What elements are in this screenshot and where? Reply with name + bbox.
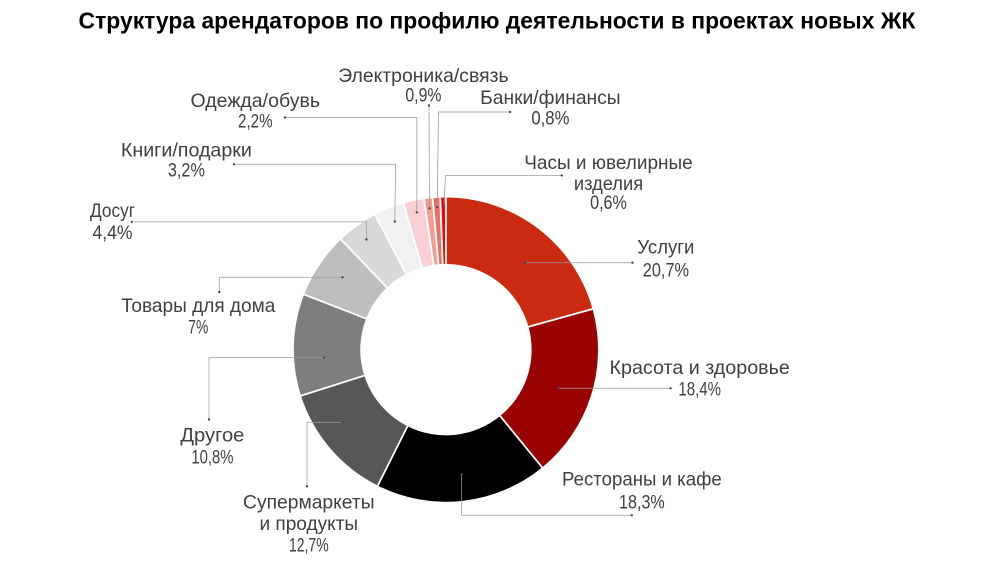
svg-text:Электроника/связь: Электроника/связь	[338, 65, 508, 87]
svg-text:4,4%: 4,4%	[93, 222, 133, 244]
svg-text:Супермаркеты: Супермаркеты	[243, 492, 375, 514]
svg-text:0,6%: 0,6%	[590, 192, 627, 214]
svg-text:7%: 7%	[188, 317, 208, 339]
svg-text:18,3%: 18,3%	[619, 492, 665, 514]
svg-text:3,2%: 3,2%	[168, 160, 205, 182]
svg-text:Одежда/обувь: Одежда/обувь	[191, 90, 321, 112]
svg-text:Товары для дома: Товары для дома	[121, 295, 275, 317]
svg-text:Досуг: Досуг	[90, 200, 135, 222]
svg-text:Другое: Другое	[180, 425, 244, 447]
svg-text:Структура арендаторов по профи: Структура арендаторов по профилю деятель…	[79, 7, 916, 33]
svg-text:Рестораны и кафе: Рестораны и кафе	[562, 469, 722, 491]
svg-text:20,7%: 20,7%	[643, 259, 689, 281]
svg-text:Книги/подарки: Книги/подарки	[121, 140, 252, 162]
svg-text:и продукты: и продукты	[259, 513, 358, 535]
svg-text:Часы и ювелирные: Часы и ювелирные	[524, 152, 693, 174]
svg-text:2,2%: 2,2%	[238, 111, 273, 133]
svg-text:10,8%: 10,8%	[191, 446, 233, 468]
svg-text:18,4%: 18,4%	[678, 379, 721, 401]
svg-text:изделия: изделия	[574, 173, 643, 195]
svg-text:0,8%: 0,8%	[531, 108, 569, 130]
svg-text:Услуги: Услуги	[637, 237, 694, 259]
svg-text:12,7%: 12,7%	[289, 534, 329, 556]
svg-text:0,9%: 0,9%	[405, 85, 441, 107]
svg-text:Банки/финансы: Банки/финансы	[480, 87, 621, 109]
svg-text:Красота и здоровье: Красота и здоровье	[610, 357, 790, 379]
